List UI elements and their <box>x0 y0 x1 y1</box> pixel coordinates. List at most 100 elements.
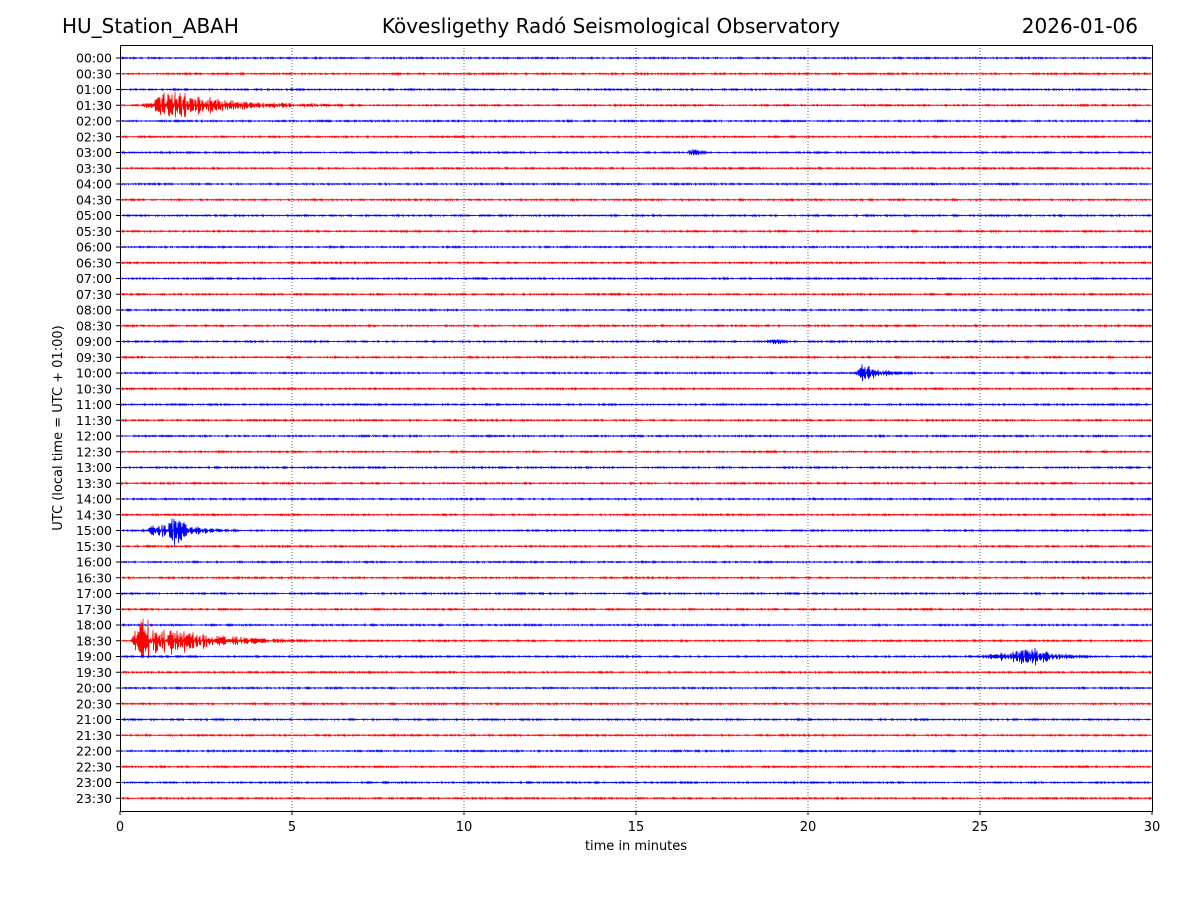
x-tick-label: 20 <box>800 820 817 835</box>
y-tick-label: 08:30 <box>76 318 112 333</box>
y-tick-label: 18:00 <box>76 618 112 633</box>
y-tick-label: 14:30 <box>76 507 112 522</box>
y-tick-label: 13:00 <box>76 460 112 475</box>
y-tick-label: 03:00 <box>76 145 112 160</box>
trace-0900 <box>120 338 1152 345</box>
trace-1400 <box>120 496 1152 502</box>
trace-0000 <box>120 55 1152 61</box>
y-tick-label: 17:30 <box>76 602 112 617</box>
y-tick-label: 06:30 <box>76 255 112 270</box>
trace-2330 <box>120 796 1152 801</box>
trace-0630 <box>120 260 1152 265</box>
y-tick-label: 10:30 <box>76 381 112 396</box>
trace-1900 <box>120 647 1152 666</box>
trace-0100 <box>120 87 1152 92</box>
trace-0500 <box>121 213 1152 218</box>
y-tick-label: 15:30 <box>76 539 112 554</box>
y-tick-label: 15:00 <box>76 523 112 538</box>
grid-lines <box>291 45 981 811</box>
station-name: HU_Station_ABAH <box>62 14 239 38</box>
trace-0230 <box>120 134 1152 139</box>
y-tick-label: 10:00 <box>76 366 112 381</box>
x-tick-label: 30 <box>1144 820 1161 835</box>
y-tick-label: 11:00 <box>76 397 112 412</box>
y-tick-label: 01:30 <box>76 98 112 113</box>
y-tick-label: 05:30 <box>76 224 112 239</box>
trace-0730 <box>120 292 1152 297</box>
trace-1730 <box>120 607 1152 612</box>
y-tick-label: 16:00 <box>76 555 112 570</box>
trace-0130 <box>120 91 1152 118</box>
y-tick-label: 20:00 <box>76 681 112 696</box>
y-tick-label: 02:30 <box>76 129 112 144</box>
trace-2100 <box>120 717 1152 722</box>
trace-0200 <box>121 118 1152 124</box>
y-tick-label: 00:00 <box>76 51 112 66</box>
trace-1130 <box>120 417 1152 423</box>
trace-1330 <box>120 481 1152 486</box>
trace-0530 <box>120 229 1152 234</box>
y-tick-label: 02:00 <box>76 114 112 129</box>
trace-0930 <box>120 355 1152 360</box>
y-tick-label: 07:00 <box>76 271 112 286</box>
trace-0600 <box>120 244 1152 250</box>
y-tick-label: 23:30 <box>76 791 112 806</box>
trace-2030 <box>120 701 1152 706</box>
trace-1530 <box>120 544 1152 549</box>
x-tick-label: 10 <box>456 820 473 835</box>
y-tick-label: 21:30 <box>76 728 112 743</box>
trace-0030 <box>120 71 1152 76</box>
trace-1830 <box>120 618 1152 659</box>
trace-1600 <box>120 559 1152 565</box>
trace-0330 <box>120 166 1152 171</box>
trace-1030 <box>120 386 1152 391</box>
trace-1800 <box>120 622 1152 628</box>
trace-1630 <box>120 575 1152 580</box>
y-tick-label: 17:00 <box>76 586 112 601</box>
chart-title: Kövesligethy Radó Seismological Observat… <box>381 14 841 38</box>
trace-2130 <box>120 732 1152 738</box>
y-tick-label: 01:00 <box>76 82 112 97</box>
y-tick-label: 22:30 <box>76 759 112 774</box>
y-tick-label: 09:30 <box>76 350 112 365</box>
trace-2200 <box>120 748 1152 754</box>
y-tick-label: 19:00 <box>76 649 112 664</box>
trace-0830 <box>120 323 1152 328</box>
trace-0800 <box>120 307 1152 313</box>
trace-1100 <box>120 402 1152 407</box>
trace-1700 <box>120 591 1152 596</box>
y-tick-labels: 00:0000:3001:0001:3002:0002:3003:0003:30… <box>76 51 120 806</box>
y-tick-label: 09:00 <box>76 334 112 349</box>
trace-1200 <box>120 433 1152 439</box>
y-tick-label: 04:30 <box>76 192 112 207</box>
y-tick-label: 04:00 <box>76 177 112 192</box>
y-tick-label: 21:00 <box>76 712 112 727</box>
y-tick-label: 07:30 <box>76 287 112 302</box>
trace-1000 <box>120 364 1152 382</box>
y-tick-label: 18:30 <box>76 633 112 648</box>
trace-1430 <box>120 512 1152 517</box>
x-tick-label: 15 <box>628 820 645 835</box>
y-tick-label: 11:30 <box>76 413 112 428</box>
trace-1500 <box>120 518 1152 546</box>
y-tick-label: 22:00 <box>76 744 112 759</box>
y-tick-label: 14:00 <box>76 492 112 507</box>
x-axis-label: time in minutes <box>585 839 687 854</box>
x-tick-label: 5 <box>288 820 296 835</box>
trace-2000 <box>120 685 1152 691</box>
y-tick-label: 12:30 <box>76 444 112 459</box>
y-tick-label: 19:30 <box>76 665 112 680</box>
trace-0700 <box>120 276 1152 281</box>
y-tick-label: 06:00 <box>76 240 112 255</box>
y-tick-label: 00:30 <box>76 66 112 81</box>
y-tick-label: 05:00 <box>76 208 112 223</box>
x-tick-label: 25 <box>972 820 989 835</box>
chart-date: 2026-01-06 <box>1021 14 1138 38</box>
y-tick-label: 12:00 <box>76 429 112 444</box>
trace-1930 <box>120 670 1152 675</box>
trace-0400 <box>120 181 1152 187</box>
y-axis-label: UTC (local time = UTC + 01:00) <box>51 325 66 530</box>
trace-0300 <box>120 148 1152 156</box>
x-tick-labels: 0 5 10 15 20 25 30 <box>116 811 1160 835</box>
